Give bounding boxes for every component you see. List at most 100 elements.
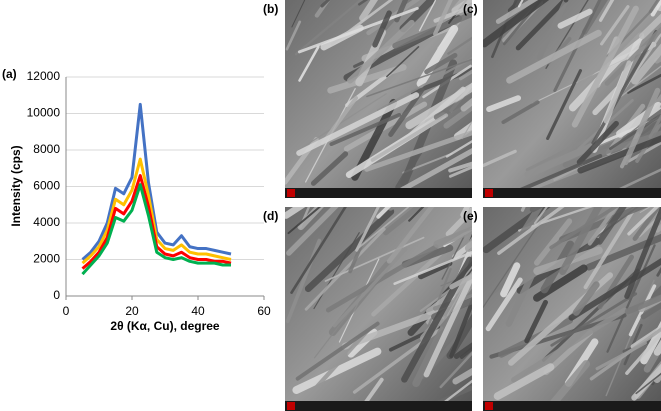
fiber — [424, 52, 458, 75]
fiber — [507, 0, 526, 14]
fiber — [395, 146, 425, 191]
fiber — [372, 10, 392, 48]
fiber — [625, 331, 661, 375]
fiber — [550, 292, 638, 347]
fiber — [495, 0, 539, 24]
fiber — [622, 87, 661, 166]
fiber — [509, 207, 544, 254]
fiber — [485, 277, 523, 332]
fiber — [583, 207, 638, 290]
fiber — [356, 207, 410, 250]
fiber — [298, 45, 320, 82]
y-axis-label: Intensity (cps) — [9, 145, 23, 226]
fiber — [650, 0, 661, 17]
x-tick-label: 20 — [125, 304, 139, 318]
series-line — [81, 183, 231, 276]
info-bar — [483, 188, 661, 198]
fiber — [616, 101, 661, 138]
fiber — [533, 207, 548, 225]
fiber — [296, 92, 420, 156]
fiber — [639, 13, 661, 40]
fiber — [416, 24, 459, 88]
fiber — [596, 207, 627, 245]
fiber — [626, 73, 661, 94]
fiber — [386, 207, 435, 264]
fiber — [324, 236, 425, 282]
fiber — [452, 367, 472, 385]
fiber — [291, 0, 306, 28]
sem-images: (b) (c) (d) (e) — [263, 0, 661, 411]
fiber — [483, 216, 545, 308]
fiber — [370, 113, 449, 162]
fiber — [505, 272, 535, 327]
fiber — [399, 0, 437, 33]
fiber — [376, 56, 472, 112]
fiber — [647, 93, 661, 116]
fiber — [418, 260, 453, 280]
panel-label: (a) — [2, 67, 17, 81]
fiber — [285, 20, 302, 51]
fiber — [440, 272, 472, 287]
logo — [485, 402, 493, 410]
x-tick-label: 40 — [191, 304, 205, 318]
fiber — [325, 244, 439, 313]
fiber — [286, 207, 339, 256]
fiber — [304, 208, 395, 293]
fiber — [568, 257, 661, 321]
fiber — [401, 256, 472, 383]
fiber — [295, 321, 380, 381]
fiber — [640, 302, 661, 320]
fiber — [483, 0, 550, 48]
fiber — [448, 161, 472, 173]
fiber — [595, 341, 647, 371]
fiber — [343, 101, 428, 152]
fiber — [525, 138, 587, 172]
y-tick-label: 10000 — [27, 106, 61, 120]
fiber — [451, 0, 472, 14]
fiber — [386, 46, 420, 78]
fiber — [635, 372, 661, 395]
fiber — [483, 149, 517, 168]
fiber — [514, 154, 603, 194]
x-tick-label: 60 — [257, 304, 271, 318]
x-axis-label: 2θ (Kα, Cu), degree — [110, 319, 220, 333]
fiber — [625, 294, 661, 315]
fiber — [491, 0, 518, 59]
y-tick-label: 6000 — [33, 179, 60, 193]
fiber — [591, 29, 658, 145]
fiber — [347, 19, 415, 84]
fiber — [493, 363, 555, 400]
fiber — [559, 207, 603, 276]
fiber — [371, 247, 447, 317]
fiber — [631, 363, 661, 401]
fiber — [423, 274, 472, 378]
sem-image — [285, 0, 472, 198]
logo — [485, 189, 493, 197]
fiber — [433, 93, 472, 121]
info-bar — [285, 188, 472, 198]
panel-label: (e) — [463, 209, 478, 223]
fiber — [643, 338, 661, 373]
fiber — [433, 226, 472, 248]
fiber — [604, 26, 661, 86]
fiber — [603, 60, 632, 124]
fiber — [392, 11, 472, 49]
fiber — [627, 141, 661, 163]
fiber — [458, 69, 472, 81]
fiber — [536, 0, 570, 61]
fiber — [341, 305, 450, 350]
fiber — [453, 121, 472, 141]
fiber — [587, 207, 639, 244]
sem-image — [483, 207, 661, 411]
fiber — [630, 325, 661, 349]
fiber — [441, 234, 466, 280]
panel-label: (b) — [263, 2, 278, 16]
fiber — [446, 270, 472, 316]
fiber — [606, 244, 656, 353]
fiber — [294, 93, 387, 153]
fiber — [364, 130, 472, 172]
fiber — [549, 207, 619, 250]
fiber — [445, 139, 472, 158]
sem-image — [483, 0, 661, 198]
fiber — [631, 43, 661, 85]
